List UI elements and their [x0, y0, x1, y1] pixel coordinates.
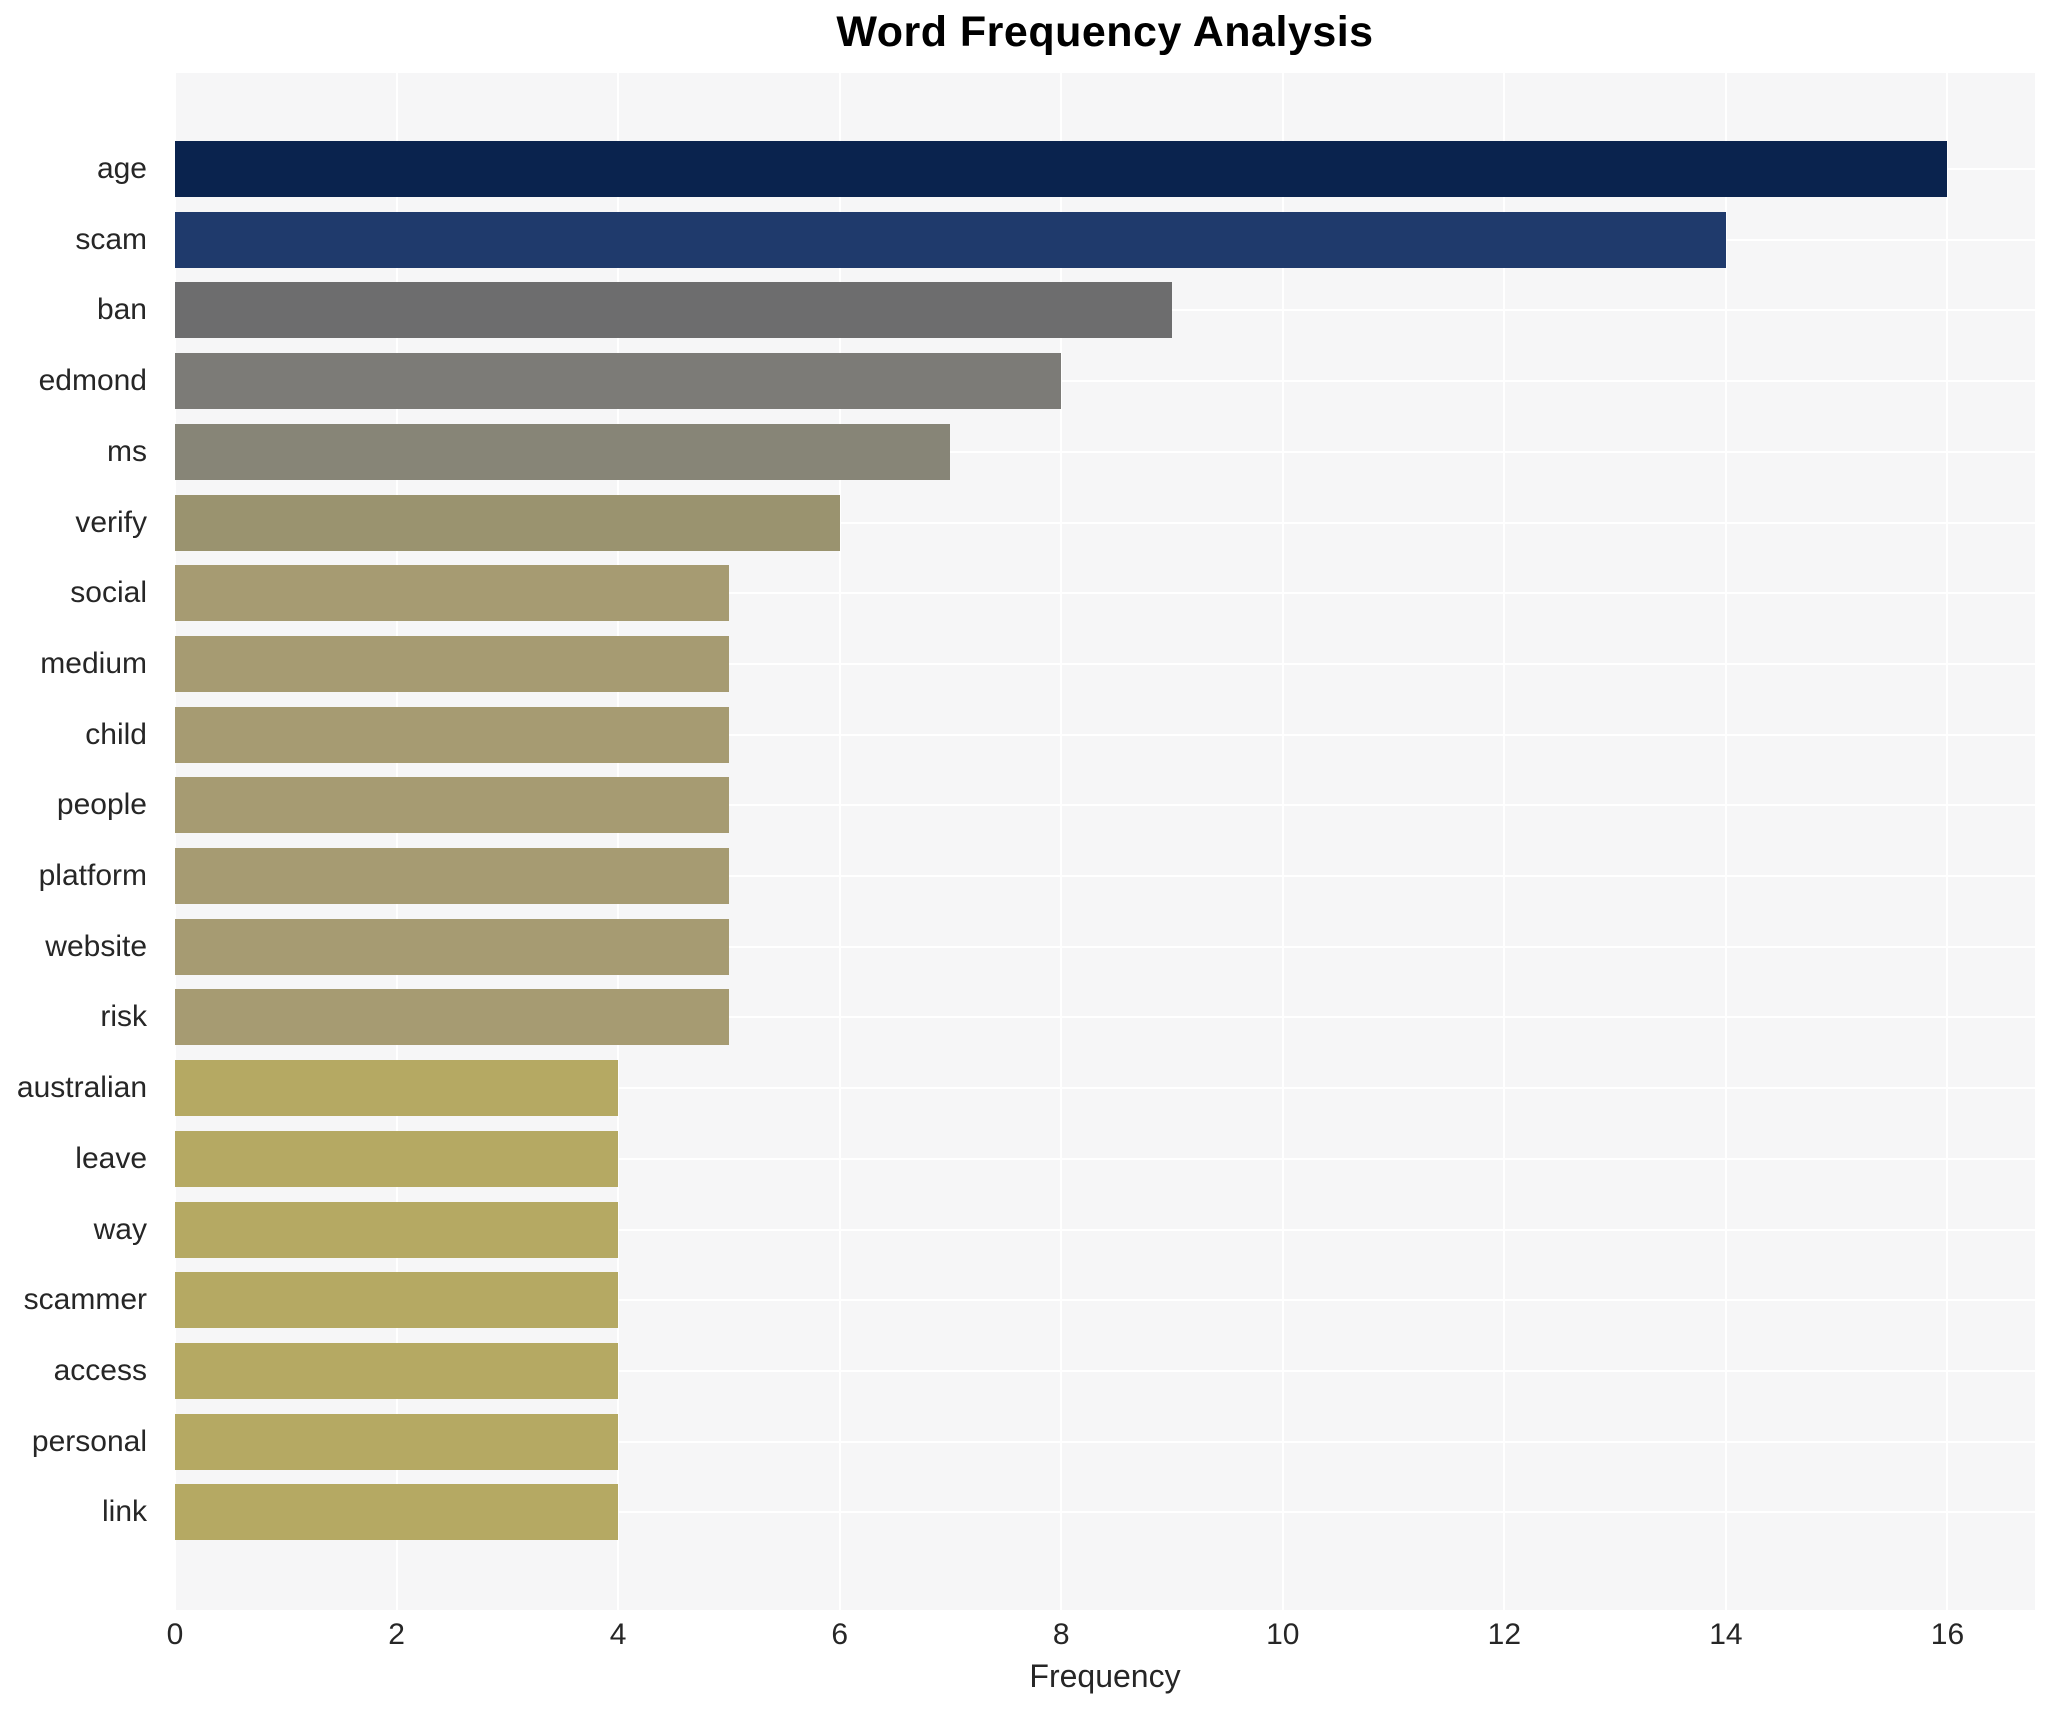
category-label-ms: ms	[107, 434, 147, 468]
x-tick-label-10: 10	[1266, 1618, 1300, 1651]
y-gridline	[175, 592, 2035, 595]
x-tick-label-0: 0	[166, 1618, 184, 1651]
plot-area	[174, 73, 2035, 1610]
y-gridline	[175, 1369, 2035, 1372]
category-label-way: way	[93, 1212, 147, 1246]
x-gridline	[174, 73, 176, 1610]
category-label-ban: ban	[96, 293, 147, 327]
bar-medium	[175, 635, 729, 692]
category-label-verify: verify	[75, 505, 147, 539]
x-axis-title: Frequency	[1029, 1658, 1181, 1694]
y-gridline	[175, 1228, 2035, 1231]
category-label-risk: risk	[100, 1000, 147, 1034]
x-axis-tick-labels: 0 2 4 6 8 10 12 14 16	[167, 1618, 2035, 1658]
y-gridline	[175, 1087, 2035, 1090]
y-gridline	[175, 1511, 2035, 1514]
category-label-people: people	[56, 788, 147, 822]
category-label-website: website	[45, 929, 147, 963]
bar-australian	[175, 1060, 619, 1117]
x-tick-label-2: 2	[388, 1618, 405, 1651]
bar-ban	[175, 282, 1173, 339]
chart-title: Word Frequency Analysis	[836, 8, 1374, 56]
x-gridline	[395, 73, 398, 1610]
category-label-medium: medium	[40, 646, 147, 680]
x-tick-label-12: 12	[1487, 1618, 1522, 1651]
x-gridline	[1060, 73, 1063, 1610]
category-label-scam: scam	[75, 222, 147, 256]
category-label-edmond: edmond	[38, 364, 147, 398]
x-gridline	[838, 73, 841, 1610]
y-gridline	[175, 875, 2035, 877]
x-tick-label-16: 16	[1930, 1618, 1965, 1651]
x-gridline	[617, 73, 620, 1610]
category-label-child: child	[85, 717, 147, 751]
y-gridline	[175, 662, 2035, 665]
bar-verify	[175, 494, 840, 551]
bar-people	[175, 777, 729, 834]
bar-leave	[175, 1130, 619, 1187]
bar-website	[175, 918, 729, 975]
y-gridline	[175, 804, 2035, 807]
category-label-scammer: scammer	[23, 1283, 147, 1317]
bar-way	[175, 1201, 619, 1258]
category-label-leave: leave	[75, 1141, 147, 1175]
category-label-platform: platform	[38, 859, 147, 892]
y-gridline	[175, 1440, 2035, 1443]
y-gridline	[175, 1299, 2035, 1302]
y-gridline	[175, 380, 2035, 383]
bar-social	[175, 565, 729, 622]
bar-personal	[175, 1413, 619, 1470]
y-gridline	[175, 1157, 2035, 1160]
x-gridline	[1724, 73, 1727, 1610]
y-gridline	[175, 945, 2035, 948]
bar-risk	[175, 989, 729, 1046]
y-gridline	[175, 1016, 2035, 1019]
bar-link	[175, 1484, 619, 1541]
bar-age	[175, 141, 1948, 197]
bar-ms	[175, 423, 951, 480]
y-axis-category-labels: age scam ban edmond ms verify social medium chil…	[0, 73, 161, 1610]
category-label-personal: personal	[31, 1424, 147, 1458]
x-gridline	[1281, 73, 1284, 1610]
x-tick-label-14: 14	[1709, 1618, 1743, 1651]
bar-access	[175, 1342, 619, 1399]
bar-edmond	[175, 353, 1062, 410]
bar-scam	[175, 211, 1726, 268]
bar-platform	[175, 848, 729, 904]
y-gridline	[175, 450, 2035, 453]
y-gridline	[175, 733, 2035, 736]
y-gridline	[175, 521, 2035, 524]
x-tick-label-4: 4	[609, 1618, 627, 1651]
category-label-access: access	[53, 1353, 147, 1387]
x-gridline	[1946, 73, 1949, 1610]
bar-child	[175, 706, 729, 763]
category-label-age: age	[96, 152, 147, 185]
x-tick-label-8: 8	[1052, 1618, 1070, 1651]
category-label-link: link	[101, 1495, 147, 1529]
category-label-australian: australian	[16, 1071, 147, 1105]
x-tick-label-6: 6	[831, 1618, 849, 1651]
category-label-social: social	[70, 576, 147, 610]
x-gridline	[1503, 73, 1506, 1610]
bar-scammer	[175, 1272, 619, 1329]
